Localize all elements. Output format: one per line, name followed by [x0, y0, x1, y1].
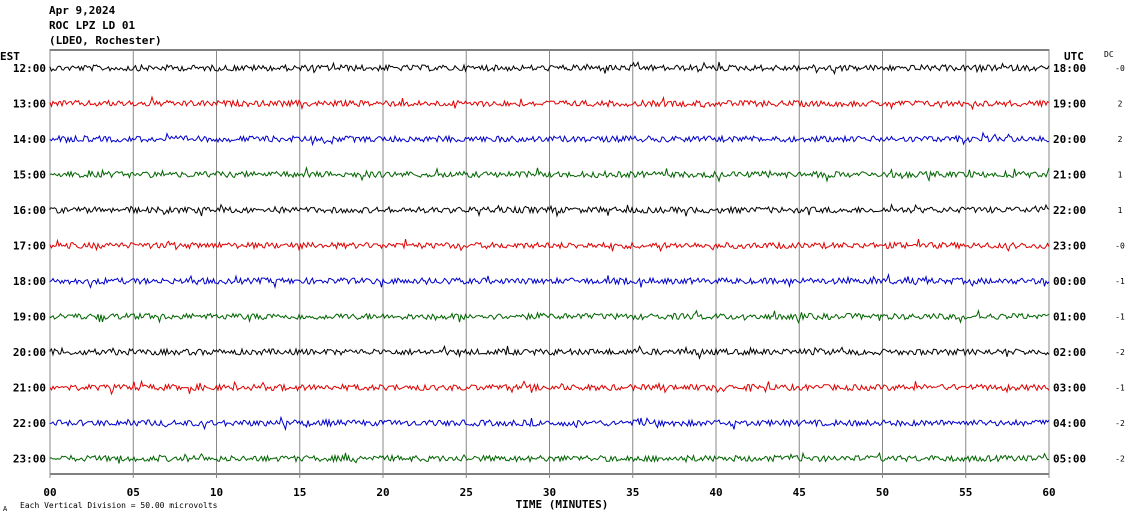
- x-tick-label: 05: [127, 486, 140, 499]
- dc-value: -2: [1115, 455, 1125, 464]
- dc-value: -1: [1115, 313, 1125, 322]
- est-hour-label: 15:00: [13, 169, 46, 182]
- utc-hour-label: 03:00: [1053, 382, 1086, 395]
- x-tick-label: 55: [959, 486, 972, 499]
- seismic-trace: [49, 379, 1050, 396]
- trace-lines: [49, 60, 1050, 464]
- dc-value: -1: [1115, 384, 1125, 393]
- est-hour-label: 22:00: [13, 417, 46, 430]
- header-station: ROC LPZ LD 01: [49, 19, 136, 32]
- dc-value: -2: [1115, 348, 1125, 357]
- est-hour-label: 16:00: [13, 204, 46, 217]
- seismic-trace: [49, 95, 1050, 111]
- x-tick-label: 35: [626, 486, 639, 499]
- utc-hour-label: 01:00: [1053, 311, 1086, 324]
- dc-value: 2: [1118, 135, 1123, 144]
- utc-hour-label: 22:00: [1053, 204, 1086, 217]
- est-hour-label: 21:00: [13, 382, 46, 395]
- dc-value: -2: [1115, 419, 1125, 428]
- est-hour-label: 17:00: [13, 240, 46, 253]
- x-tick-label: 30: [543, 486, 556, 499]
- x-tick-label: 25: [460, 486, 473, 499]
- x-axis-title: TIME (MINUTES): [516, 498, 609, 511]
- utc-axis-label: UTC: [1064, 50, 1084, 63]
- seismic-trace: [49, 415, 1050, 432]
- utc-hour-label: 00:00: [1053, 275, 1086, 288]
- x-tick-label: 00: [43, 486, 56, 499]
- utc-hour-label: 02:00: [1053, 346, 1086, 359]
- x-tick-label: 20: [376, 486, 389, 499]
- est-axis-label: EST: [0, 50, 20, 63]
- seismic-trace: [49, 344, 1050, 360]
- x-tick-label: 15: [293, 486, 306, 499]
- header-date: Apr 9,2024: [49, 4, 116, 17]
- est-hour-label: 13:00: [13, 98, 46, 111]
- seismic-trace: [49, 203, 1050, 218]
- x-tick-label: 60: [1042, 486, 1055, 499]
- footer-mark: A: [3, 505, 8, 513]
- x-tick-label: 40: [709, 486, 722, 499]
- est-hour-label: 18:00: [13, 275, 46, 288]
- utc-hour-label: 21:00: [1053, 169, 1086, 182]
- x-tick-label: 10: [210, 486, 223, 499]
- utc-hour-label: 05:00: [1053, 453, 1086, 466]
- utc-hour-label: 04:00: [1053, 417, 1086, 430]
- dc-value: -1: [1115, 277, 1125, 286]
- header-network: (LDEO, Rochester): [49, 34, 162, 47]
- dc-value: -0: [1115, 64, 1125, 73]
- grid-lines: [49, 49, 1050, 478]
- x-tick-label: 45: [793, 486, 806, 499]
- seismic-trace: [49, 238, 1050, 253]
- utc-hour-label: 23:00: [1053, 240, 1086, 253]
- est-hour-label: 20:00: [13, 346, 46, 359]
- dc-value: 2: [1118, 100, 1123, 109]
- dc-value: -0: [1115, 242, 1125, 251]
- axis-labels: 00 05 10 15 20 25 30 35 40 45 50 55 60 12:00 18:00 -0 13…: [13, 62, 1125, 499]
- seismic-trace: [49, 272, 1050, 290]
- dc-value: 1: [1118, 206, 1123, 215]
- dc-label: DC: [1104, 50, 1114, 59]
- x-tick-label: 50: [876, 486, 889, 499]
- utc-hour-label: 18:00: [1053, 62, 1086, 75]
- est-hour-label: 14:00: [13, 133, 46, 146]
- est-hour-label: 12:00: [13, 62, 46, 75]
- est-hour-label: 19:00: [13, 311, 46, 324]
- seismic-trace: [49, 60, 1050, 76]
- utc-hour-label: 20:00: [1053, 133, 1086, 146]
- seismic-trace: [49, 308, 1050, 325]
- est-hour-label: 23:00: [13, 453, 46, 466]
- seismic-trace: [49, 131, 1050, 147]
- dc-value: 1: [1118, 171, 1123, 180]
- seismic-trace: [49, 166, 1050, 183]
- utc-hour-label: 19:00: [1053, 98, 1086, 111]
- footer-note: Each Vertical Division = 50.00 microvolt…: [20, 501, 218, 510]
- seismic-trace: [49, 451, 1050, 464]
